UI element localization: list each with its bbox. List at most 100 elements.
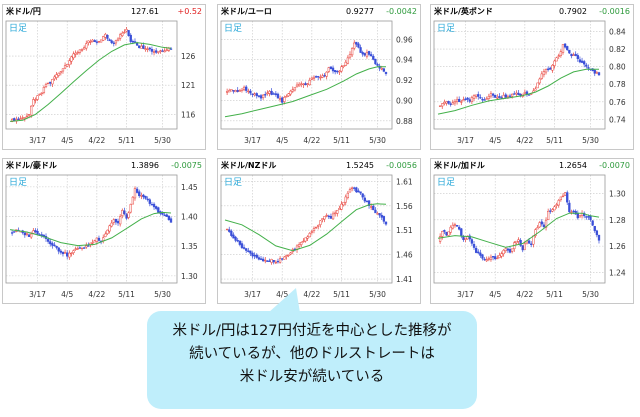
- moving-average-line: [224, 203, 387, 252]
- candle-body: [595, 72, 599, 74]
- x-tick-label: 4/22: [88, 290, 105, 299]
- chart-change: -0.0070: [599, 161, 630, 170]
- candle-body: [152, 203, 156, 208]
- candle-body: [340, 203, 343, 210]
- candle-body: [561, 195, 565, 198]
- candle-body: [585, 216, 588, 218]
- x-tick-label: 5/11: [118, 290, 135, 299]
- candle-body: [247, 250, 250, 252]
- candle-body: [384, 72, 388, 74]
- candle-body: [566, 192, 569, 203]
- candle-body: [114, 219, 118, 223]
- candle-body: [19, 118, 22, 120]
- candle-body: [97, 237, 101, 241]
- plot-frame: [433, 174, 606, 284]
- candle-body: [325, 214, 328, 217]
- candle-body: [42, 87, 46, 93]
- candle-body: [291, 89, 294, 92]
- chart-header: 米ドル/ユーロ 0.9277 -0.0042: [218, 5, 420, 19]
- candle-body: [438, 236, 442, 242]
- candle-body: [300, 242, 303, 245]
- candle-body: [76, 51, 79, 54]
- candle-body: [314, 226, 318, 229]
- candle-body: [587, 216, 590, 218]
- candle-body: [447, 101, 450, 104]
- candle-body: [321, 218, 324, 220]
- candle-body: [131, 40, 135, 43]
- y-tick-label: 0.80: [609, 63, 626, 72]
- candle-body: [138, 191, 141, 197]
- candle-body: [380, 68, 383, 70]
- y-tick-label: 0.96: [396, 35, 413, 44]
- candle-body: [104, 33, 107, 38]
- candle-body: [30, 233, 33, 238]
- candle-body: [146, 198, 149, 201]
- candle-body: [253, 255, 256, 257]
- candle-body: [242, 86, 246, 91]
- candle-body: [555, 57, 558, 62]
- candle-body: [325, 71, 328, 77]
- chart-price: 1.2654: [559, 161, 587, 170]
- x-tick-label: 4/5: [276, 290, 288, 299]
- candle-body: [553, 206, 556, 211]
- candle-body: [504, 94, 507, 98]
- candle-body: [597, 234, 601, 241]
- y-tick-label: 1.24: [609, 268, 626, 277]
- candle-body: [157, 207, 160, 213]
- candle-body: [321, 75, 324, 78]
- candle-body: [451, 102, 454, 105]
- candle-body: [462, 99, 465, 102]
- period-label: 日足: [9, 23, 27, 34]
- y-tick-label: 0.88: [396, 117, 413, 126]
- period-label: 日足: [437, 23, 455, 34]
- chart-panel: 米ドル/加ドル 1.2654 -0.0070 日足 1.24 1.26 1.28 1.30 3/…: [430, 158, 634, 304]
- candle-body: [329, 215, 333, 219]
- candle-body: [466, 97, 469, 100]
- candle-body: [253, 93, 256, 96]
- candle-body: [144, 48, 147, 50]
- candle-body: [346, 57, 350, 64]
- candle-body: [515, 240, 518, 244]
- candle-body: [131, 196, 135, 205]
- y-tick-label: 1.40: [181, 213, 198, 222]
- x-tick-label: 4/22: [303, 290, 320, 299]
- moving-average-line: [9, 211, 172, 247]
- candle-body: [240, 243, 244, 248]
- candle-body: [449, 226, 452, 233]
- plot-frame: [433, 20, 606, 130]
- candle-body: [57, 247, 60, 252]
- candle-body: [230, 230, 233, 236]
- candle-body: [27, 114, 31, 116]
- candle-body: [123, 210, 126, 215]
- candle-body: [259, 95, 263, 99]
- chart-panel: 米ドル/NZドル 1.5245 -0.0056 日足 1.41 1.46 1.51 1.56 1…: [217, 158, 421, 304]
- chart-change: +0.52: [177, 7, 202, 16]
- candle-body: [319, 220, 322, 225]
- chart-plot: 日足 0.88 0.90 0.92 0.94 0.96 3/17 4/5 4/22 5/11 5/3…: [220, 20, 413, 145]
- moving-average-line: [9, 42, 172, 122]
- candle-body: [583, 61, 586, 65]
- candle-body: [240, 88, 244, 91]
- chart-plot: 日足 1.41 1.46 1.51 1.56 1.61 3/17 4/5 4/22 5/11 5/3…: [220, 174, 413, 299]
- candle-body: [51, 243, 54, 246]
- candle-body: [370, 206, 373, 208]
- candle-body: [559, 196, 563, 201]
- candle-body: [327, 215, 330, 218]
- candle-body: [491, 93, 495, 96]
- candle-body: [129, 204, 132, 213]
- candle-body: [68, 252, 71, 258]
- candle-body: [357, 190, 360, 193]
- candle-body: [595, 230, 599, 236]
- candle-body: [441, 231, 444, 237]
- candle-body: [578, 214, 582, 218]
- candle-body: [527, 94, 531, 96]
- candle-body: [572, 54, 575, 56]
- candle-body: [133, 188, 137, 199]
- x-tick-label: 5/30: [582, 290, 599, 299]
- candle-body: [538, 78, 541, 84]
- candle-body: [76, 248, 79, 250]
- candle-body: [477, 251, 480, 254]
- candle-body: [59, 71, 62, 74]
- candle-body: [557, 200, 560, 206]
- candle-body: [323, 215, 326, 220]
